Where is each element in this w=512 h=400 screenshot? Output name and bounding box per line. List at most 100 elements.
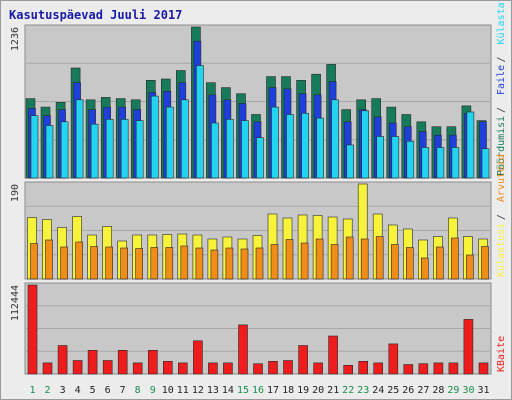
bar-bytes-day-1 xyxy=(27,284,38,375)
bar-sessions-day-2 xyxy=(45,239,53,280)
bar-bytes-day-29 xyxy=(448,362,459,375)
xtick-day-19: 19 xyxy=(297,385,309,396)
bar-files-day-29 xyxy=(451,147,460,179)
bar-bytes-day-18 xyxy=(283,360,293,375)
bar-sessions-day-1 xyxy=(30,243,38,280)
bar-files-day-7 xyxy=(120,119,129,179)
bar-bytes-day-24 xyxy=(373,362,384,375)
bar-files-day-15 xyxy=(241,120,249,179)
bar-bytes-day-11 xyxy=(178,362,188,375)
bar-files-day-16 xyxy=(256,137,264,179)
bar-bytes-day-20 xyxy=(313,362,323,375)
bar-bytes-day-27 xyxy=(418,363,429,375)
bar-sessions-day-9 xyxy=(150,247,159,280)
xtick-day-1: 1 xyxy=(29,385,35,396)
bar-files-day-1 xyxy=(30,115,39,179)
xtick-day-14: 14 xyxy=(222,385,234,396)
xtick-day-28: 28 xyxy=(432,385,444,396)
bar-sessions-day-7 xyxy=(120,247,128,280)
bar-files-day-4 xyxy=(75,99,84,179)
bar-files-day-25 xyxy=(391,136,400,179)
xtick-day-29: 29 xyxy=(447,385,459,396)
bar-files-day-27 xyxy=(421,147,430,179)
xtick-day-31: 31 xyxy=(477,385,489,396)
xtick-day-5: 5 xyxy=(90,385,96,396)
bar-sessions-day-29 xyxy=(451,237,459,280)
xtick-day-3: 3 xyxy=(60,385,66,396)
bar-files-day-22 xyxy=(346,144,355,179)
legend-hits: Külastusi xyxy=(496,223,507,277)
xtick-day-12: 12 xyxy=(192,385,204,396)
bar-files-day-11 xyxy=(181,99,189,179)
bar-sessions-day-5 xyxy=(90,246,98,280)
bar-sessions-day-15 xyxy=(240,248,249,280)
bar-bytes-day-4 xyxy=(72,360,83,375)
bar-sessions-day-22 xyxy=(345,236,354,280)
bar-sessions-day-20 xyxy=(315,238,324,280)
bar-bytes-day-23 xyxy=(358,360,369,375)
bar-sessions-day-24 xyxy=(375,236,384,280)
legend-pages: Faile xyxy=(496,65,507,95)
bar-bytes-day-10 xyxy=(163,360,173,375)
bar-sessions-day-8 xyxy=(135,248,143,280)
bar-files-day-3 xyxy=(60,121,69,179)
xtick-day-17: 17 xyxy=(267,385,279,396)
bar-sessions-day-16 xyxy=(255,247,264,280)
bar-sessions-day-3 xyxy=(60,246,68,280)
xtick-day-13: 13 xyxy=(207,385,219,396)
bar-bytes-day-30 xyxy=(463,319,474,375)
bar-sessions-day-12 xyxy=(195,247,204,280)
bar-sessions-day-11 xyxy=(180,245,189,280)
bar-bytes-day-2 xyxy=(42,362,53,375)
bar-files-day-19 xyxy=(301,113,309,179)
chart-title: Kasutuspäevad Juuli 2017 xyxy=(9,8,182,22)
legend-sessions: Arvuteid xyxy=(496,154,507,202)
bar-files-day-17 xyxy=(271,106,279,179)
bar-sessions-day-4 xyxy=(75,241,83,280)
xtick-day-18: 18 xyxy=(282,385,294,396)
legend-separator-middle: / xyxy=(496,214,507,220)
bar-bytes-day-6 xyxy=(102,360,113,375)
bar-files-day-18 xyxy=(286,114,294,179)
bar-files-day-12 xyxy=(196,65,204,179)
legend-visits: Pöördumisi xyxy=(496,116,507,176)
bar-sessions-day-27 xyxy=(420,257,429,280)
xtick-day-10: 10 xyxy=(162,385,174,396)
bar-sessions-day-30 xyxy=(466,254,474,280)
bar-files-day-13 xyxy=(211,122,219,179)
xtick-day-22: 22 xyxy=(342,385,354,396)
xtick-day-20: 20 xyxy=(312,385,324,396)
bar-bytes-day-31 xyxy=(478,362,489,375)
bar-files-day-6 xyxy=(105,119,114,179)
bar-sessions-day-17 xyxy=(270,244,279,280)
bar-bytes-day-14 xyxy=(223,362,233,375)
bar-files-day-2 xyxy=(45,125,54,179)
legend-files: Külastatud lehti xyxy=(496,1,507,45)
legend-bytes: KBaite xyxy=(496,336,507,372)
bar-files-day-30 xyxy=(466,111,475,179)
xtick-day-8: 8 xyxy=(135,385,141,396)
bar-bytes-day-15 xyxy=(238,324,248,375)
xtick-day-25: 25 xyxy=(387,385,399,396)
xtick-day-2: 2 xyxy=(44,385,50,396)
bar-bytes-day-12 xyxy=(193,340,203,375)
bar-files-day-26 xyxy=(406,141,415,179)
xtick-day-16: 16 xyxy=(252,385,264,396)
xtick-day-27: 27 xyxy=(417,385,429,396)
bar-files-day-28 xyxy=(436,147,445,179)
bar-files-day-24 xyxy=(376,136,385,179)
bar-sessions-day-13 xyxy=(210,249,219,280)
bar-bytes-day-17 xyxy=(268,360,278,375)
bar-bytes-day-26 xyxy=(403,364,414,375)
ytick-max-lower: 112444 xyxy=(10,285,21,321)
legend-separator-upper: / xyxy=(496,107,507,113)
bar-sessions-day-10 xyxy=(165,247,174,280)
bar-bytes-day-28 xyxy=(433,362,444,375)
bar-bytes-day-19 xyxy=(298,345,308,375)
xtick-day-21: 21 xyxy=(327,385,339,396)
bar-files-day-5 xyxy=(90,123,99,179)
bar-files-day-8 xyxy=(135,120,144,179)
xtick-day-23: 23 xyxy=(357,385,369,396)
bar-files-day-9 xyxy=(151,95,159,179)
bar-files-day-21 xyxy=(331,99,339,179)
